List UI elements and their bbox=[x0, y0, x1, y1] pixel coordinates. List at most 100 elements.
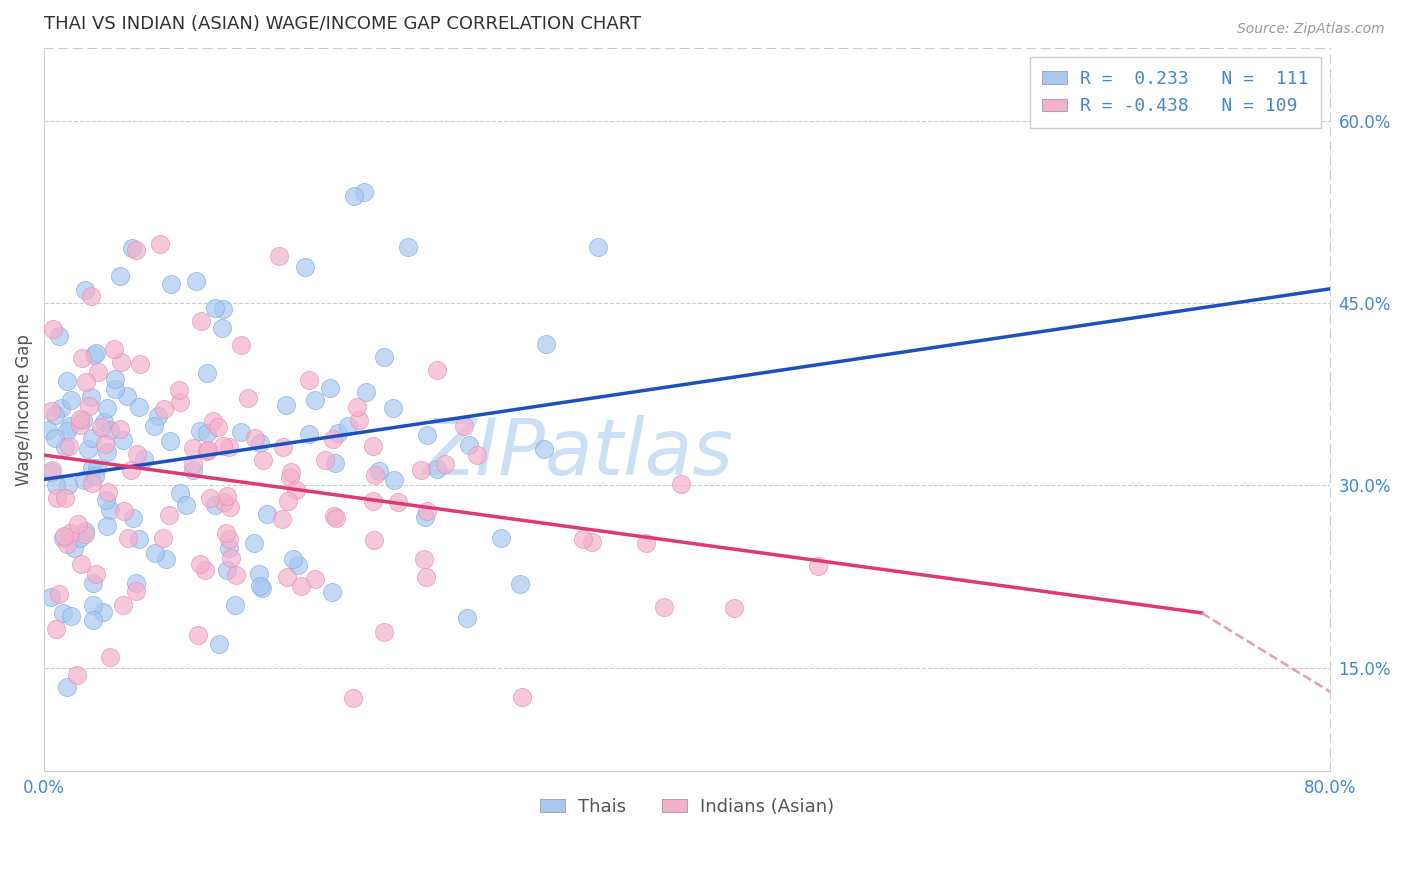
Point bbox=[60, 609, 83, 624]
Point bbox=[807, 558, 830, 573]
Point bbox=[336, 419, 359, 434]
Point bbox=[204, 301, 226, 315]
Point bbox=[195, 425, 218, 440]
Point bbox=[83, 348, 105, 362]
Point bbox=[53, 491, 76, 506]
Point bbox=[187, 628, 209, 642]
Point bbox=[80, 476, 103, 491]
Point bbox=[277, 493, 299, 508]
Point bbox=[249, 579, 271, 593]
Point bbox=[298, 373, 321, 387]
Point bbox=[44, 431, 66, 445]
Point bbox=[70, 557, 93, 571]
Point bbox=[225, 568, 247, 582]
Point bbox=[181, 463, 204, 477]
Point bbox=[39, 590, 62, 604]
Point bbox=[117, 531, 139, 545]
Point bbox=[326, 425, 349, 440]
Point bbox=[96, 519, 118, 533]
Point bbox=[129, 358, 152, 372]
Point bbox=[45, 478, 67, 492]
Point bbox=[364, 468, 387, 483]
Point bbox=[75, 283, 97, 297]
Point bbox=[323, 456, 346, 470]
Point bbox=[723, 601, 745, 615]
Point bbox=[218, 440, 240, 454]
Point bbox=[122, 511, 145, 525]
Point bbox=[363, 533, 385, 548]
Point bbox=[426, 461, 449, 475]
Point bbox=[82, 431, 104, 445]
Point bbox=[346, 401, 368, 415]
Point bbox=[82, 613, 104, 627]
Point bbox=[77, 442, 100, 456]
Point bbox=[453, 419, 475, 434]
Point bbox=[152, 402, 174, 417]
Point bbox=[69, 531, 91, 545]
Point bbox=[249, 436, 271, 450]
Point bbox=[55, 537, 77, 551]
Point bbox=[536, 337, 558, 351]
Point bbox=[231, 425, 253, 439]
Point bbox=[77, 399, 100, 413]
Point bbox=[318, 381, 340, 395]
Point bbox=[39, 404, 62, 418]
Point bbox=[128, 532, 150, 546]
Point bbox=[243, 536, 266, 550]
Point bbox=[194, 564, 217, 578]
Point bbox=[111, 599, 134, 613]
Point bbox=[75, 524, 97, 538]
Point bbox=[247, 567, 270, 582]
Point bbox=[104, 372, 127, 386]
Point bbox=[96, 445, 118, 459]
Point bbox=[252, 452, 274, 467]
Point bbox=[274, 398, 297, 412]
Point bbox=[159, 434, 181, 449]
Point bbox=[304, 392, 326, 407]
Point bbox=[73, 527, 96, 541]
Point bbox=[66, 668, 89, 682]
Point bbox=[44, 408, 66, 422]
Point bbox=[280, 465, 302, 479]
Point bbox=[52, 531, 75, 545]
Point bbox=[361, 439, 384, 453]
Point bbox=[55, 680, 77, 694]
Point bbox=[409, 463, 432, 477]
Point bbox=[190, 314, 212, 328]
Point bbox=[62, 541, 84, 555]
Point bbox=[323, 508, 346, 523]
Point bbox=[128, 401, 150, 415]
Point bbox=[125, 584, 148, 599]
Point bbox=[98, 503, 121, 517]
Point bbox=[217, 563, 239, 577]
Point bbox=[39, 465, 62, 479]
Point bbox=[669, 477, 692, 491]
Point bbox=[86, 461, 108, 475]
Point bbox=[415, 427, 437, 442]
Point bbox=[458, 438, 481, 452]
Point bbox=[290, 579, 312, 593]
Point bbox=[110, 422, 132, 436]
Point bbox=[353, 185, 375, 199]
Point bbox=[56, 375, 79, 389]
Point bbox=[120, 463, 142, 477]
Point bbox=[285, 483, 308, 498]
Point bbox=[53, 529, 76, 543]
Point bbox=[98, 649, 121, 664]
Point bbox=[218, 541, 240, 555]
Point bbox=[342, 188, 364, 202]
Point bbox=[211, 321, 233, 335]
Point bbox=[124, 575, 146, 590]
Point bbox=[82, 576, 104, 591]
Point bbox=[581, 535, 603, 549]
Point bbox=[96, 401, 118, 416]
Point bbox=[143, 419, 166, 434]
Point bbox=[271, 440, 294, 454]
Point bbox=[66, 517, 89, 532]
Point bbox=[298, 426, 321, 441]
Point bbox=[169, 486, 191, 500]
Point bbox=[382, 473, 405, 487]
Point bbox=[51, 401, 73, 416]
Point bbox=[148, 236, 170, 251]
Point bbox=[221, 550, 243, 565]
